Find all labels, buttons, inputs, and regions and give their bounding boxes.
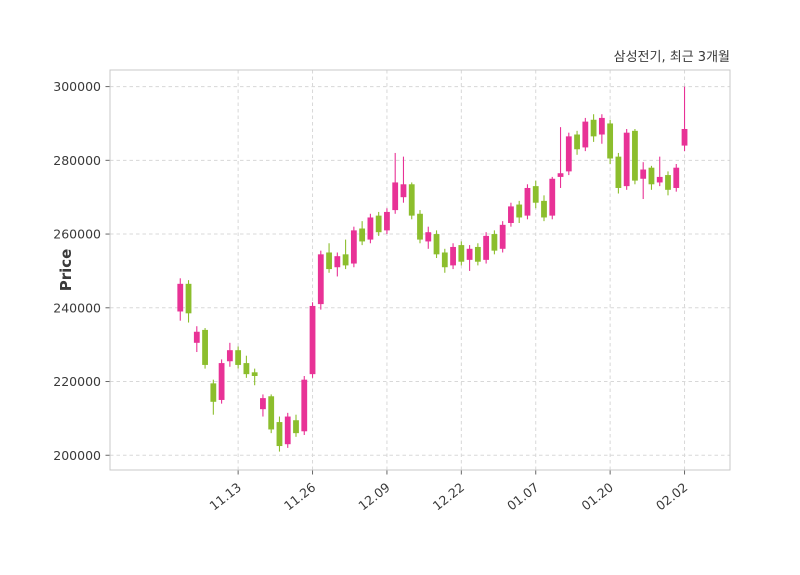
candle-body bbox=[342, 254, 349, 266]
x-tick-label: 02.02 bbox=[653, 480, 690, 514]
candle-body bbox=[516, 204, 523, 218]
candle-body bbox=[607, 123, 614, 159]
candle-body bbox=[582, 121, 589, 148]
candle-body bbox=[623, 132, 630, 187]
y-axis-label: Price bbox=[57, 248, 75, 292]
x-tick-label: 01.20 bbox=[579, 480, 616, 514]
candle-body bbox=[598, 117, 605, 135]
candle-body bbox=[499, 224, 506, 249]
candle-body bbox=[441, 252, 448, 268]
y-tick-label: 300000 bbox=[53, 79, 101, 94]
candle-body bbox=[392, 182, 399, 211]
x-tick-label: 12.09 bbox=[355, 480, 392, 514]
candle-body bbox=[334, 256, 341, 268]
x-tick-label: 11.13 bbox=[207, 480, 244, 514]
candle-body bbox=[408, 184, 415, 216]
candle-body bbox=[284, 416, 291, 445]
candle-body bbox=[301, 379, 308, 432]
candle-body bbox=[243, 363, 250, 375]
x-tick-label: 12.22 bbox=[430, 480, 467, 514]
plot-border bbox=[109, 69, 731, 471]
y-tick-label: 200000 bbox=[53, 448, 101, 463]
candle-body bbox=[276, 422, 283, 447]
candle-body bbox=[508, 206, 514, 223]
candle-body bbox=[400, 184, 407, 198]
candle-body bbox=[474, 246, 481, 262]
candle-body bbox=[483, 235, 490, 260]
candle-body bbox=[251, 372, 258, 376]
candle-body bbox=[268, 396, 275, 430]
y-tick-label: 220000 bbox=[53, 374, 101, 389]
candle-body bbox=[491, 234, 498, 251]
candle-body bbox=[466, 248, 473, 260]
x-tick-label: 11.26 bbox=[281, 480, 318, 514]
candle-body bbox=[210, 383, 217, 402]
candle-body bbox=[640, 169, 647, 179]
candle-body bbox=[260, 398, 266, 410]
x-tick-label: 01.07 bbox=[504, 480, 541, 514]
candle-body bbox=[615, 156, 622, 188]
candle-body bbox=[681, 128, 688, 146]
candle-body bbox=[648, 167, 655, 185]
candle-body bbox=[433, 234, 440, 255]
candle-body bbox=[565, 136, 572, 172]
candle-body bbox=[350, 230, 357, 264]
candle-body bbox=[185, 283, 192, 314]
candle-body bbox=[177, 283, 184, 312]
candle-body bbox=[293, 420, 299, 434]
candle-body bbox=[656, 176, 663, 183]
candle-body bbox=[375, 215, 382, 233]
candle-body bbox=[359, 228, 366, 242]
candle-body bbox=[524, 187, 531, 216]
candle-body bbox=[218, 363, 225, 400]
candle-body bbox=[193, 331, 200, 343]
candle-body bbox=[384, 211, 390, 231]
candle-body bbox=[226, 350, 233, 362]
candle-body bbox=[450, 246, 456, 266]
candle-body bbox=[590, 119, 597, 137]
candle-body bbox=[367, 217, 374, 240]
y-tick-label: 240000 bbox=[53, 300, 101, 315]
y-tick-label: 280000 bbox=[53, 153, 101, 168]
candle-body bbox=[549, 178, 556, 216]
candle-body bbox=[673, 167, 680, 188]
candle-body bbox=[458, 245, 465, 262]
candle-body bbox=[309, 305, 316, 375]
candle-body bbox=[532, 186, 539, 203]
candle-body bbox=[417, 213, 423, 240]
y-tick-label: 260000 bbox=[53, 227, 101, 242]
candle-body bbox=[632, 130, 638, 181]
candle-body bbox=[665, 175, 671, 190]
candle-body bbox=[425, 232, 432, 242]
candle-body bbox=[574, 134, 580, 150]
chart-title: 삼성전기, 최근 3개월 bbox=[613, 50, 730, 65]
candle-body bbox=[557, 173, 564, 177]
candle-body bbox=[326, 252, 332, 270]
candle-body bbox=[202, 329, 208, 365]
candle-body bbox=[317, 254, 324, 305]
candle-body bbox=[541, 200, 547, 218]
candle-body bbox=[235, 350, 242, 365]
